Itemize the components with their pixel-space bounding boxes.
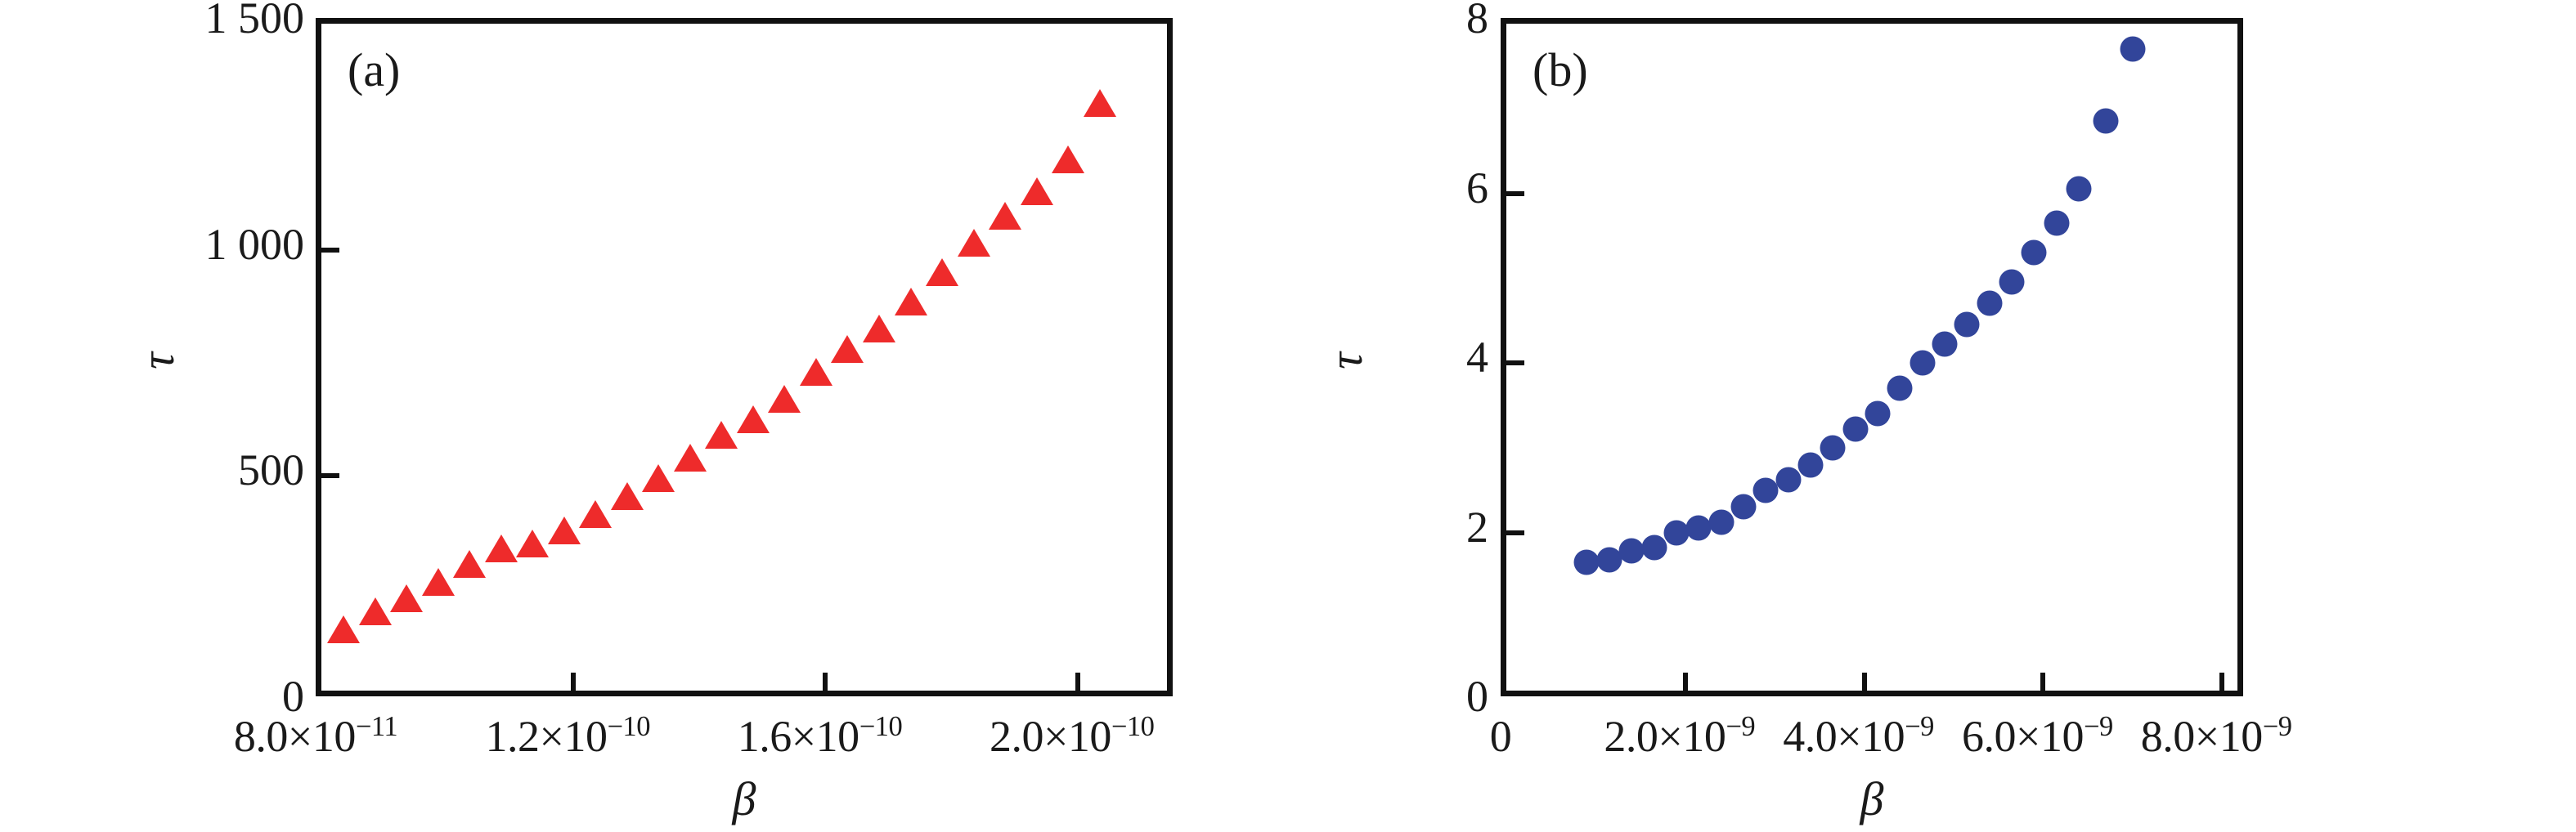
x-tick-label: 1.6×10−10 <box>737 711 903 761</box>
data-point-marker <box>358 597 392 626</box>
y-tick-label: 500 <box>238 445 304 495</box>
y-tick-label: 6 <box>1466 163 1488 212</box>
data-point-marker <box>1708 509 1735 535</box>
data-point-marker <box>1865 400 1891 427</box>
data-point-marker <box>390 584 424 612</box>
data-point-marker <box>926 258 959 287</box>
data-point-marker <box>989 201 1022 230</box>
x-tick-mark <box>1682 673 1688 691</box>
x-tick-mark <box>1075 673 1080 691</box>
data-point-marker <box>1685 515 1712 541</box>
data-point-marker <box>1730 494 1757 520</box>
y-tick-label: 2 <box>1466 502 1488 552</box>
data-point-marker <box>1820 435 1846 461</box>
data-point-marker <box>610 482 644 510</box>
data-point-marker <box>1052 145 1085 173</box>
panel-b: (b) 0 2.0×10−9 4.0×10−9 6.0×10−9 8.0×10−9 0 2… <box>1288 0 2576 832</box>
plot-area-a <box>321 24 1167 691</box>
data-point-marker <box>326 615 360 644</box>
data-point-marker <box>1797 452 1824 477</box>
data-point-marker <box>547 516 581 544</box>
plot-frame-a: (a) <box>316 18 1173 696</box>
data-point-marker <box>1618 538 1645 564</box>
data-point-marker <box>1775 467 1802 493</box>
x-tick-label: 8.0×10−11 <box>233 711 398 761</box>
data-point-marker <box>642 463 675 492</box>
data-point-marker <box>1083 88 1116 117</box>
data-point-marker <box>957 229 990 257</box>
y-axis-title-b: τ <box>1318 352 1372 369</box>
data-point-marker <box>736 405 770 433</box>
data-point-marker <box>1999 269 2025 295</box>
x-tick-mark <box>2040 673 2046 691</box>
data-point-marker <box>2093 108 2119 134</box>
y-tick-label: 0 <box>282 672 304 721</box>
x-axis-title-a: β <box>732 772 756 825</box>
data-point-marker <box>2066 176 2092 202</box>
data-point-marker <box>1910 350 1936 376</box>
x-tick-label: 2.0×10−10 <box>989 711 1155 761</box>
data-point-marker <box>2044 210 2070 236</box>
x-tick-label: 4.0×10−9 <box>1783 711 1934 761</box>
x-tick-mark <box>2219 673 2225 691</box>
y-tick-mark <box>1506 190 1524 196</box>
y-tick-mark <box>1506 360 1524 365</box>
data-point-marker <box>579 500 613 529</box>
y-tick-label: 1 500 <box>204 0 305 42</box>
y-tick-label: 1 000 <box>204 219 305 269</box>
y-tick-mark <box>321 473 339 479</box>
x-tick-label: 8.0×10−9 <box>2140 711 2292 761</box>
data-point-marker <box>1887 375 1913 401</box>
x-tick-label: 2.0×10−9 <box>1604 711 1756 761</box>
data-point-marker <box>1932 331 1958 357</box>
y-tick-label: 4 <box>1466 333 1488 382</box>
data-point-marker <box>1596 547 1622 573</box>
data-point-marker <box>831 335 864 364</box>
x-tick-mark <box>823 673 828 691</box>
plot-area-b <box>1506 24 2237 691</box>
x-tick-label: 6.0×10−9 <box>1962 711 2113 761</box>
data-point-marker <box>1573 549 1600 575</box>
y-tick-label: 8 <box>1466 0 1488 42</box>
data-point-marker <box>705 421 738 450</box>
y-tick-mark <box>321 247 339 253</box>
data-point-marker <box>1641 535 1667 561</box>
data-point-marker <box>862 315 895 343</box>
x-tick-label: 1.2×10−10 <box>485 711 650 761</box>
panel-a: (a) 8.0×10−11 1.2×10−10 1.6×10−10 2.0×10−10… <box>130 0 1173 825</box>
panel-label-b: (b) <box>1533 43 1588 96</box>
data-point-marker <box>799 357 832 386</box>
data-point-marker <box>484 534 518 562</box>
plot-frame-b: (b) <box>1501 18 2243 696</box>
x-tick-mark <box>1861 673 1867 691</box>
data-point-marker <box>1977 290 2003 316</box>
data-point-marker <box>516 530 550 558</box>
data-point-marker <box>673 443 707 472</box>
data-point-marker <box>421 568 455 597</box>
data-point-marker <box>2021 239 2047 266</box>
y-axis-title-a: τ <box>130 352 184 369</box>
x-tick-mark <box>571 673 577 691</box>
data-point-marker <box>1954 311 1980 338</box>
panel-label-a: (a) <box>348 43 401 96</box>
data-point-marker <box>768 385 801 414</box>
data-point-marker <box>1842 416 1869 442</box>
x-axis-title-b: β <box>1860 772 1884 825</box>
data-point-marker <box>1752 477 1779 503</box>
x-tick-label: 0 <box>1489 712 1512 761</box>
data-point-marker <box>894 288 927 316</box>
data-point-marker <box>2120 36 2146 62</box>
data-point-marker <box>1663 520 1690 545</box>
y-tick-label: 0 <box>1466 672 1488 721</box>
data-point-marker <box>1020 177 1053 205</box>
data-point-marker <box>453 550 487 578</box>
y-tick-mark <box>1506 530 1524 535</box>
